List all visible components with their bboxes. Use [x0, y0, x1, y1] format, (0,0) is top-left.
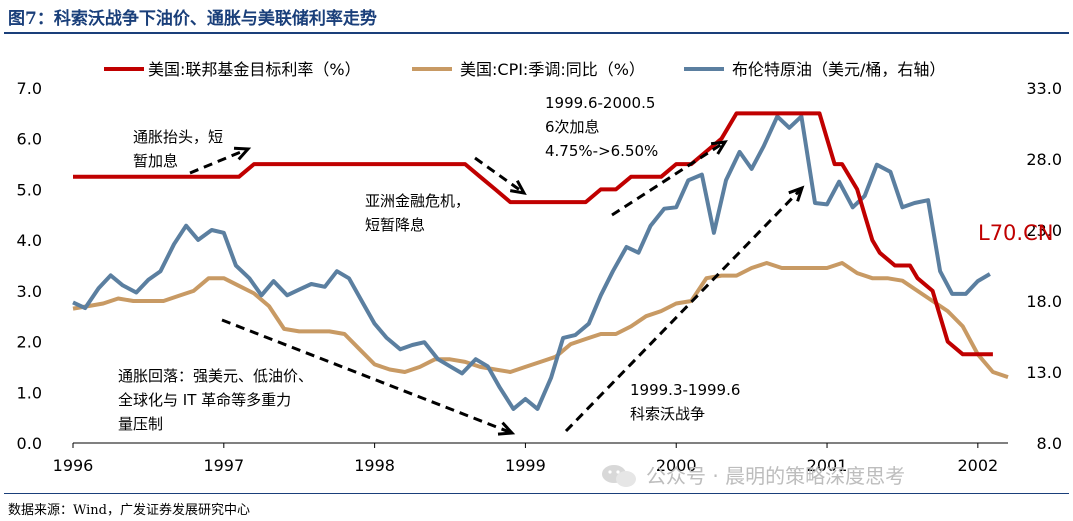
left-tick-label: 1.0	[17, 383, 42, 402]
arrow-head	[710, 140, 728, 155]
source-note: 数据来源：Wind，广发证券发展研究中心	[8, 503, 250, 518]
right-tick-label: 33.0	[1026, 79, 1062, 98]
left-tick-label: 3.0	[17, 282, 42, 301]
annotation-text: 1999.6-2000.5	[545, 94, 655, 112]
arrow-head	[497, 421, 516, 436]
left-tick-label: 4.0	[17, 231, 42, 250]
annotation-text: 短暂降息	[365, 216, 425, 234]
left-tick-label: 0.0	[17, 434, 42, 453]
right-tick-label: 23.0	[1026, 221, 1062, 240]
annotation-text: 1999.3-1999.6	[630, 381, 740, 399]
x-tick-label: 2002	[957, 456, 998, 475]
left-tick-label: 5.0	[17, 180, 42, 199]
legend-label: 美国:CPI:季调:同比（%）	[460, 60, 645, 79]
right-tick-label: 28.0	[1026, 150, 1062, 169]
annotation-text: 4.75%->6.50%	[545, 142, 658, 160]
left-tick-label: 2.0	[17, 333, 42, 352]
cpi-line	[72, 261, 1009, 379]
arrow-head	[233, 146, 252, 161]
annotation-text: 通胀回落：强美元、低油价、	[118, 367, 313, 385]
legend-label: 美国:联邦基金目标利率（%）	[148, 60, 361, 79]
annotation-text: 科索沃战争	[630, 405, 705, 423]
x-tick-label: 2001	[807, 456, 848, 475]
left-tick-label: 7.0	[17, 79, 42, 98]
right-tick-label: 8.0	[1037, 434, 1062, 453]
fed-rate-line	[73, 111, 993, 357]
legend-label: 布伦特原油（美元/桶，右轴）	[732, 60, 945, 79]
annotation-text: 亚洲金融危机，	[365, 192, 470, 210]
x-tick-label: 2000	[656, 456, 697, 475]
annotation-text: 暂加息	[133, 152, 178, 170]
left-tick-label: 6.0	[17, 130, 42, 149]
watermark-text: 公众号 · 晨明的策略深度思考	[646, 464, 906, 488]
dashed-arrow	[221, 318, 513, 435]
footer-divider	[4, 493, 1069, 494]
right-tick-label: 13.0	[1026, 363, 1062, 382]
dashed-arrow	[474, 156, 525, 195]
title-divider	[4, 32, 1069, 34]
annotation-text: 全球化与 IT 革命等多重力	[118, 391, 291, 409]
annotation-text: L70.CN	[978, 221, 1053, 245]
wechat-icon	[600, 462, 640, 490]
annotation-text: 量压制	[118, 415, 163, 433]
dashed-arrow	[564, 186, 804, 433]
chart-title: 图7：科索沃战争下油价、通胀与美联储利率走势	[8, 9, 377, 29]
dashed-arrow	[611, 140, 726, 217]
right-tick-label: 18.0	[1026, 292, 1062, 311]
dashed-arrow	[189, 147, 249, 175]
x-tick-label: 1998	[354, 456, 395, 475]
annotation-text: 通胀抬头，短	[133, 128, 223, 146]
x-tick-label: 1997	[203, 456, 244, 475]
annotation-text: 6次加息	[545, 118, 600, 136]
x-tick-label: 1996	[53, 456, 94, 475]
x-tick-label: 1999	[505, 456, 546, 475]
brent-oil-line	[72, 114, 991, 411]
arrow-head	[509, 179, 527, 196]
arrow-head	[788, 185, 805, 202]
